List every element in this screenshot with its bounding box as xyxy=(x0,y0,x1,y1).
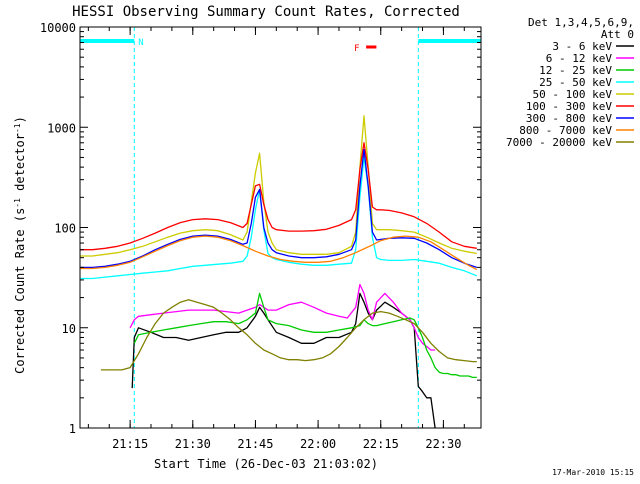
y-tick-label: 100 xyxy=(54,222,76,236)
night-label: N xyxy=(138,38,143,48)
legend-label: 6 - 12 keV xyxy=(546,52,613,65)
x-tick-label: 21:30 xyxy=(175,437,211,451)
legend-label: 300 - 800 keV xyxy=(526,112,612,125)
y-tick-label: 1 xyxy=(69,422,76,436)
plot-content: NF xyxy=(79,27,482,429)
x-tick-label: 22:30 xyxy=(425,437,461,451)
series-line-8 xyxy=(80,235,478,271)
y-axis: 1 10 100 1000 10000 xyxy=(40,21,482,436)
x-axis: 21:15 21:30 21:45 22:00 22:15 22:30 xyxy=(87,27,465,451)
x-tick-label: 21:45 xyxy=(237,437,273,451)
legend-label: 12 - 25 keV xyxy=(539,64,612,77)
legend-label: 25 - 50 keV xyxy=(539,76,612,89)
y-tick-label: 10 xyxy=(62,322,76,336)
legend-header-detectors: Det 1,3,4,5,6,9, xyxy=(528,16,634,29)
chart-title: HESSI Observing Summary Count Rates, Cor… xyxy=(72,4,460,20)
y-tick-label: 1000 xyxy=(47,121,76,135)
x-tick-label: 22:00 xyxy=(300,437,336,451)
legend-label: 100 - 300 keV xyxy=(526,100,612,113)
series-line-9 xyxy=(100,299,477,371)
legend-label: 50 - 100 keV xyxy=(533,88,613,101)
flare-label: F xyxy=(354,44,359,54)
series-line-5 xyxy=(80,115,477,257)
y-axis-label: Corrected Count Rate (s-1 detector-1) xyxy=(13,116,28,374)
x-axis-label: Start Time (26-Dec-03 21:03:02) xyxy=(154,457,378,471)
legend-header-attenuator: Att 0 xyxy=(601,28,634,41)
legend-label: 7000 - 20000 keV xyxy=(506,136,612,149)
x-tick-label: 22:15 xyxy=(363,437,399,451)
series-line-6 xyxy=(80,142,477,251)
y-tick-label: 10000 xyxy=(40,21,76,35)
series-line-2 xyxy=(129,283,436,351)
timestamp: 17-Mar-2010 15:15 xyxy=(552,468,634,477)
x-tick-label: 21:15 xyxy=(112,437,148,451)
series-line-4 xyxy=(80,156,478,280)
legend-label: 3 - 6 keV xyxy=(552,40,612,53)
legend-label: 800 - 7000 keV xyxy=(519,124,612,137)
